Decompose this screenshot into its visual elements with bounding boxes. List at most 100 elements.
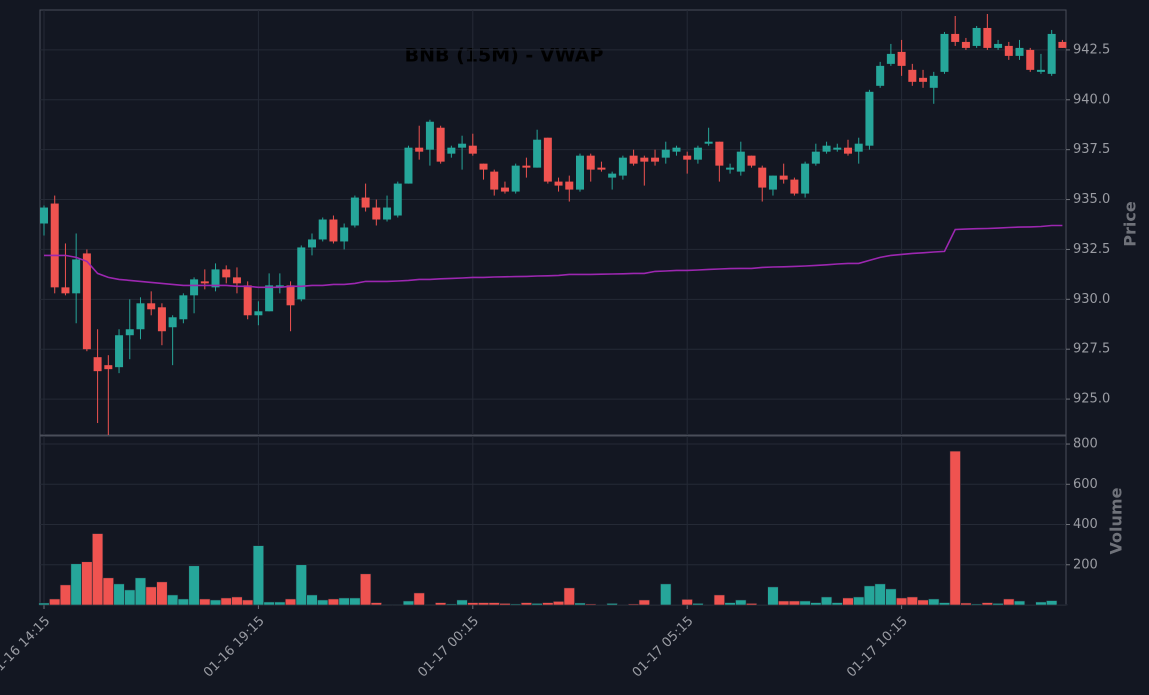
candle-body bbox=[972, 27, 981, 46]
y-tick-label: 925.0 bbox=[1073, 392, 1110, 407]
volume-bar bbox=[745, 603, 758, 606]
candle-body bbox=[801, 163, 810, 194]
volume-bar bbox=[156, 581, 168, 606]
volume-bar bbox=[102, 577, 114, 606]
candle-body bbox=[243, 285, 252, 316]
volume-bar bbox=[81, 561, 93, 606]
volume-axis-label: Volume bbox=[1107, 487, 1126, 554]
volume-bar bbox=[327, 598, 340, 606]
volume-bar bbox=[735, 599, 747, 606]
volume-bar bbox=[681, 599, 693, 606]
candle-body bbox=[758, 167, 767, 188]
volume-bar bbox=[971, 603, 983, 606]
y-tick-label: 942.5 bbox=[1073, 42, 1110, 57]
candle-body bbox=[844, 147, 852, 154]
candle-body bbox=[533, 139, 542, 168]
candle-body bbox=[897, 51, 906, 66]
candle-body bbox=[211, 269, 220, 288]
candle-body bbox=[1026, 49, 1035, 70]
volume-bar bbox=[895, 597, 908, 606]
candle-body bbox=[447, 147, 456, 154]
volume-bar bbox=[488, 602, 500, 606]
candle-body bbox=[586, 155, 595, 170]
candle-body bbox=[115, 335, 124, 368]
volume-bar bbox=[778, 600, 790, 606]
volume-bar bbox=[188, 565, 200, 606]
volume-bar bbox=[381, 604, 393, 606]
volume-bar bbox=[660, 583, 672, 606]
volume-bar bbox=[38, 602, 50, 606]
candle-body bbox=[951, 33, 960, 42]
candle-body bbox=[833, 147, 842, 150]
candle-body bbox=[876, 65, 885, 86]
candle-body bbox=[393, 183, 402, 216]
candle-body bbox=[640, 157, 649, 162]
volume-bar bbox=[917, 599, 929, 606]
candle-body bbox=[1058, 41, 1067, 48]
candle-body bbox=[179, 295, 188, 320]
candle-body bbox=[693, 147, 702, 160]
volume-bar bbox=[477, 602, 490, 606]
volume-bar bbox=[949, 450, 961, 606]
volume-bar bbox=[788, 600, 800, 606]
candle-body bbox=[361, 197, 370, 208]
candle-body bbox=[683, 155, 692, 160]
candle-body bbox=[908, 69, 917, 82]
y-tick-label: 930.0 bbox=[1073, 292, 1110, 307]
candle-body bbox=[458, 143, 467, 148]
candle-body bbox=[40, 207, 48, 224]
candle-body bbox=[168, 317, 177, 328]
candle-body bbox=[1004, 45, 1013, 56]
candle-body bbox=[104, 365, 113, 370]
volume-bar bbox=[177, 598, 189, 606]
volume-bar bbox=[863, 585, 876, 606]
volume-bar bbox=[938, 602, 951, 606]
candle-body bbox=[886, 53, 895, 64]
candle-body bbox=[93, 357, 102, 372]
volume-bar bbox=[1013, 600, 1026, 606]
chart-title: BNB (15M) - VWAP bbox=[405, 45, 604, 67]
candle-body bbox=[340, 227, 349, 242]
candle-body bbox=[618, 157, 627, 176]
y-axis-label: Price bbox=[1121, 201, 1140, 247]
volume-bar bbox=[499, 603, 511, 606]
volume-bar bbox=[906, 596, 918, 606]
candle-body bbox=[854, 143, 863, 152]
volume-bar bbox=[370, 602, 382, 606]
volume-bar bbox=[820, 596, 833, 606]
volume-bar bbox=[585, 603, 597, 606]
candle-body bbox=[500, 187, 509, 192]
volume-bar bbox=[531, 603, 543, 606]
volume-bar bbox=[167, 594, 179, 606]
volume-tick-label: 800 bbox=[1073, 437, 1098, 452]
candle-body bbox=[940, 33, 949, 72]
candle-body bbox=[790, 179, 799, 194]
volume-bar bbox=[1046, 600, 1058, 606]
volume-bar bbox=[928, 598, 940, 606]
volume-bar bbox=[92, 533, 104, 606]
candle-body bbox=[286, 285, 295, 306]
candle-body bbox=[72, 259, 81, 294]
volume-bar bbox=[606, 603, 618, 606]
candle-body bbox=[768, 175, 777, 190]
candle-body bbox=[254, 311, 263, 316]
y-tick-label: 940.0 bbox=[1073, 92, 1110, 107]
candle-body bbox=[565, 181, 574, 190]
candle-body bbox=[661, 149, 670, 158]
volume-bar bbox=[724, 602, 736, 606]
volume-bar bbox=[113, 583, 125, 606]
volume-bar bbox=[445, 603, 457, 606]
volume-bar bbox=[552, 601, 565, 606]
y-tick-label: 937.5 bbox=[1073, 142, 1110, 157]
candle-body bbox=[350, 197, 359, 226]
candle-body bbox=[919, 77, 928, 82]
volume-bar bbox=[1035, 601, 1047, 606]
volume-bar bbox=[510, 603, 522, 606]
candle-body bbox=[308, 239, 316, 248]
volume-bar bbox=[627, 603, 640, 606]
volume-bar bbox=[49, 598, 61, 606]
candle-body bbox=[50, 203, 59, 288]
volume-bar bbox=[799, 600, 811, 606]
candle-body bbox=[265, 285, 274, 312]
vwap-line bbox=[44, 224, 1063, 289]
